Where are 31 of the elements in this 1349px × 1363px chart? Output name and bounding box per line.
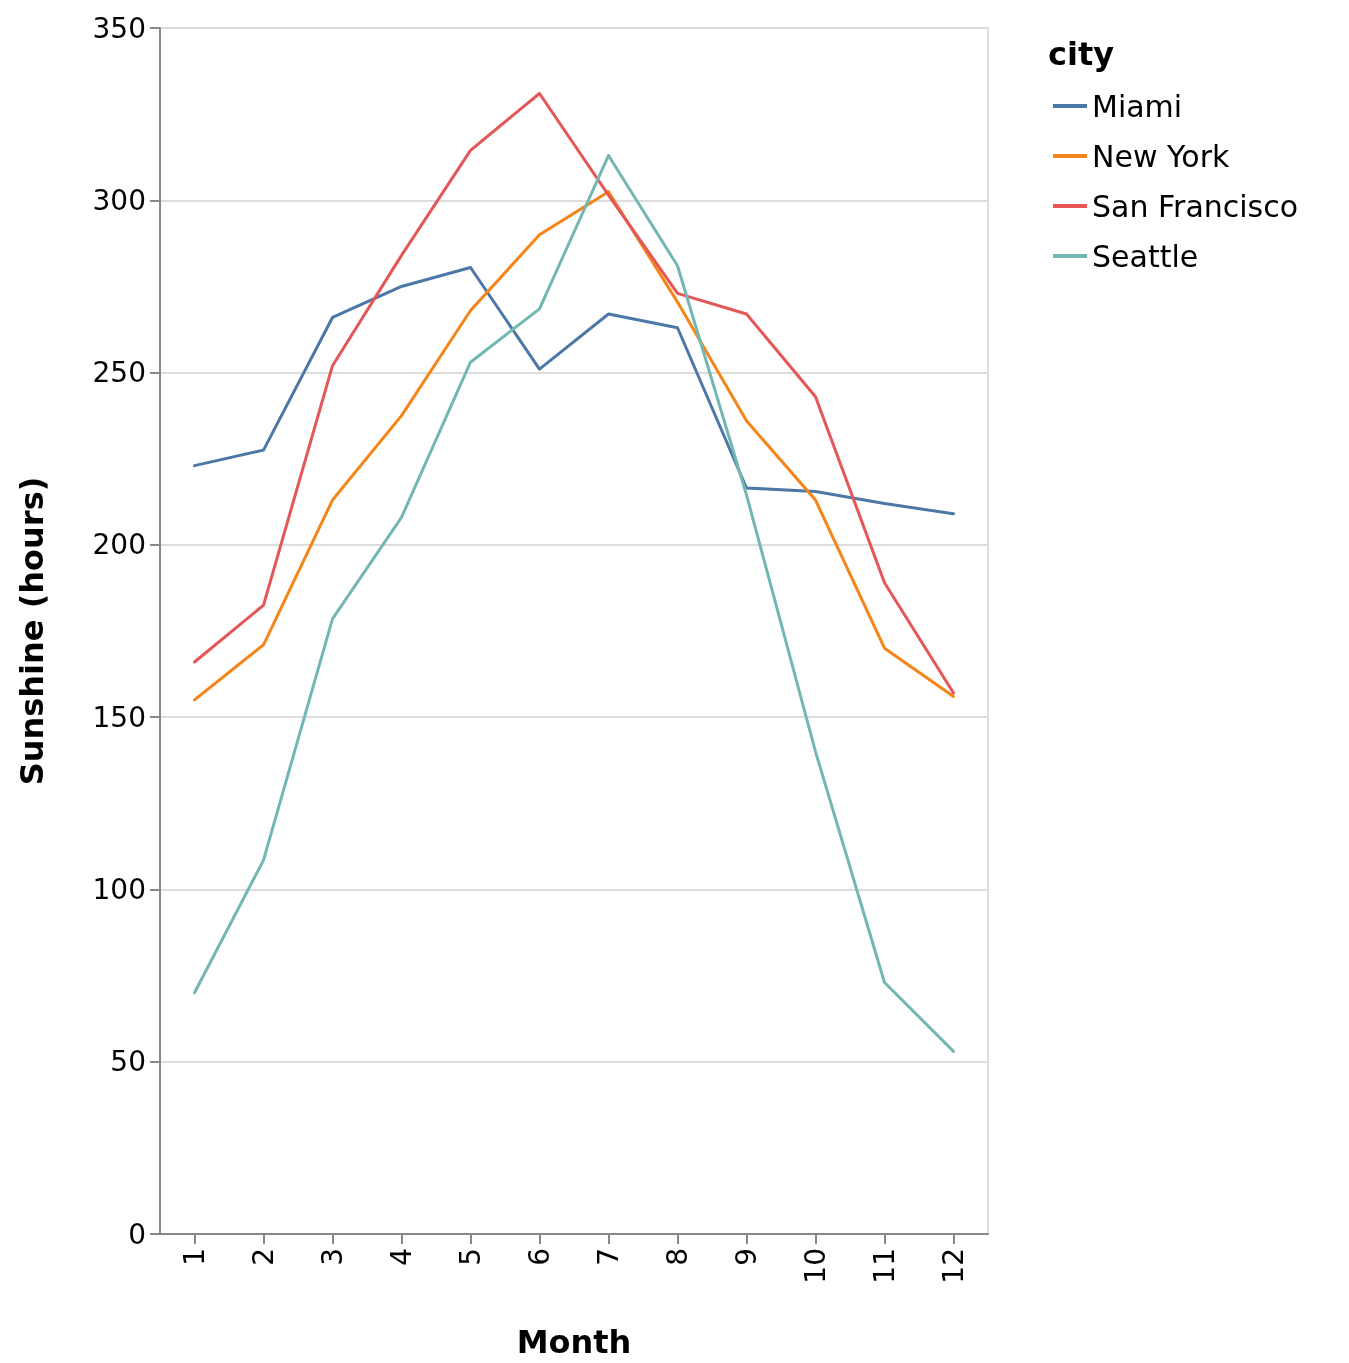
x-tick-label: 9	[730, 1248, 763, 1266]
x-tick-label: 2	[247, 1248, 280, 1266]
x-tick-label: 11	[868, 1248, 901, 1284]
line-series	[193, 91, 955, 695]
y-tick-label: 300	[92, 183, 146, 217]
y-tick-label: 0	[128, 1217, 146, 1251]
y-tick-label: 100	[92, 872, 146, 906]
legend-label: San Francisco	[1092, 188, 1299, 224]
x-tick-label: 10	[799, 1248, 832, 1284]
legend-label: Seattle	[1092, 238, 1199, 274]
x-axis-title: Month	[516, 1323, 632, 1361]
line-series	[193, 190, 955, 702]
line-series	[193, 265, 955, 516]
y-tick-label: 50	[110, 1045, 146, 1079]
y-tick-label: 150	[92, 700, 146, 734]
x-tick-label: 1	[178, 1248, 211, 1266]
y-tick-label: 250	[92, 356, 146, 390]
y-tick-label: 200	[92, 528, 146, 562]
x-tick-label: 5	[454, 1248, 487, 1266]
x-tick-label: 12	[937, 1248, 970, 1284]
x-tick-label: 8	[661, 1248, 694, 1266]
y-tick-label: 350	[92, 11, 146, 45]
legend-title: city	[1048, 35, 1115, 73]
x-tick-label: 7	[592, 1248, 625, 1266]
legend-label: New York	[1092, 138, 1230, 174]
legend-label: Miami	[1092, 88, 1183, 124]
x-tick-label: 3	[316, 1248, 349, 1266]
y-axis-title: Sunshine (hours)	[13, 476, 51, 786]
line-series	[193, 153, 955, 1053]
x-tick-label: 4	[385, 1248, 418, 1266]
x-tick-label: 6	[523, 1248, 556, 1266]
